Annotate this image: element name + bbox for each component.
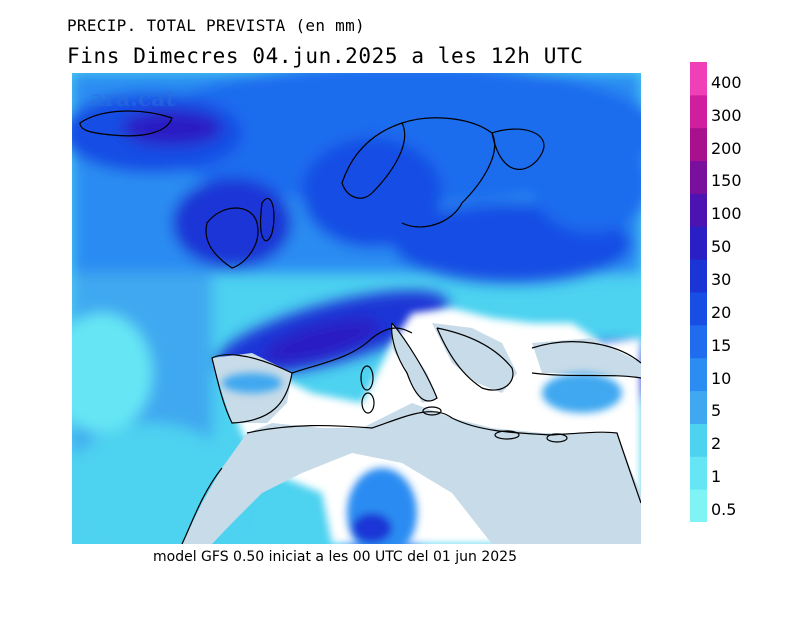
legend-swatch: [690, 62, 707, 96]
legend-label: 200: [711, 138, 742, 158]
legend-swatch: [690, 489, 707, 522]
legend-label: 2: [711, 434, 722, 454]
legend-swatch: [690, 94, 707, 129]
legend-swatch: [690, 324, 707, 359]
model-info-footer: model GFS 0.50 iniciat a les 00 UTC del …: [153, 549, 517, 565]
legend-swatch: [690, 127, 707, 162]
balkans-land: [432, 323, 517, 393]
north-africa-land: [182, 403, 641, 544]
legend-label: 100: [711, 204, 742, 224]
precipitation-map: [72, 73, 641, 544]
legend-label: 20: [711, 302, 732, 322]
title-line-2: Fins Dimecres 04.jun.2025 a les 12h UTC: [67, 44, 584, 68]
legend-swatch: [690, 226, 707, 260]
legend-label: 300: [711, 105, 742, 125]
legend-label: 10: [711, 368, 732, 388]
legend-label: 30: [711, 270, 732, 289]
legend-label: 0.5: [711, 500, 737, 519]
legend-label: 5: [711, 401, 722, 421]
title-line-1: PRECIP. TOTAL PREVISTA (en mm): [67, 16, 365, 35]
coastlines: [79, 110, 641, 544]
watermark-logo: ara.cat: [90, 86, 176, 112]
legend-swatch: [690, 292, 707, 326]
legend-swatch: [690, 160, 707, 194]
legend-label: 1: [711, 467, 722, 487]
italy-land: [392, 323, 437, 403]
legend-swatch: [690, 423, 707, 457]
legend-swatch: [690, 390, 707, 424]
color-legend: [690, 62, 707, 522]
legend-swatch: [690, 456, 707, 490]
legend-label: 15: [711, 335, 732, 355]
legend-swatch: [690, 357, 707, 392]
legend-label: 400: [711, 72, 742, 92]
anatolia-land: [532, 338, 641, 378]
legend-label: 50: [711, 237, 732, 257]
legend-swatch: [690, 259, 707, 293]
legend-swatch: [690, 193, 707, 227]
legend-label: 150: [711, 171, 742, 191]
